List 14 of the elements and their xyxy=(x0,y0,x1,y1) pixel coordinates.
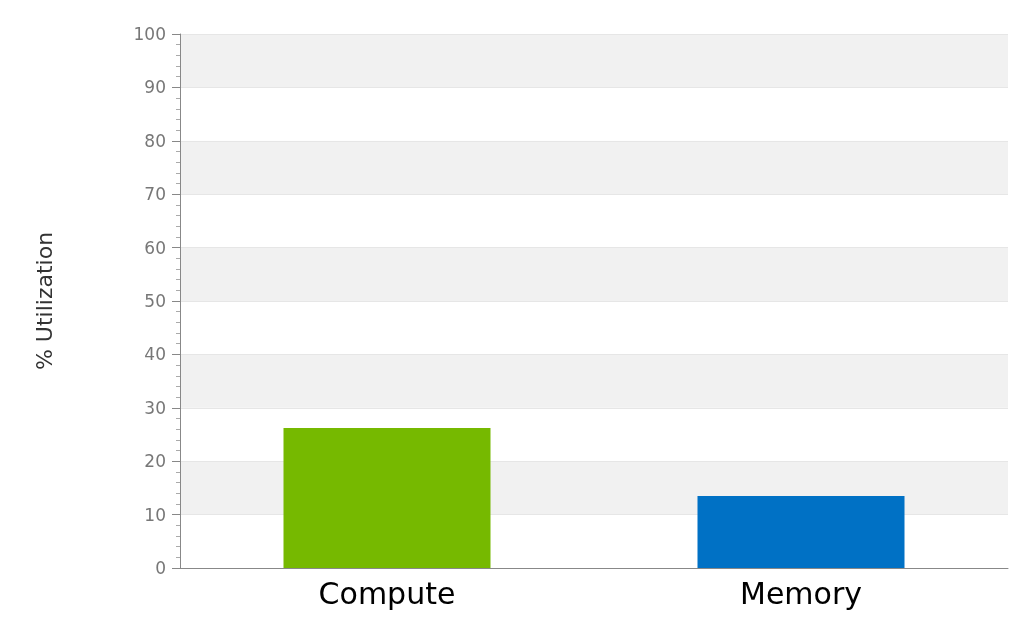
x-tick-label: Compute xyxy=(318,575,456,611)
y-tick-label: 10 xyxy=(144,504,166,525)
y-tick-label: 50 xyxy=(144,291,166,311)
y-tick-label: 30 xyxy=(144,397,166,418)
y-axis-title: % Utilization xyxy=(31,231,57,371)
y-tick-label: 100 xyxy=(133,24,166,44)
y-tick-label: 40 xyxy=(144,344,166,365)
y-tick-label: 70 xyxy=(144,184,166,205)
x-tick-label: Memory xyxy=(739,575,863,611)
y-tick-label: 0 xyxy=(155,558,166,578)
y-tick-label: 20 xyxy=(144,451,166,472)
y-tick-label: 60 xyxy=(144,237,166,258)
y-tick-label: 80 xyxy=(144,130,166,151)
y-tick-label: 90 xyxy=(144,77,166,98)
